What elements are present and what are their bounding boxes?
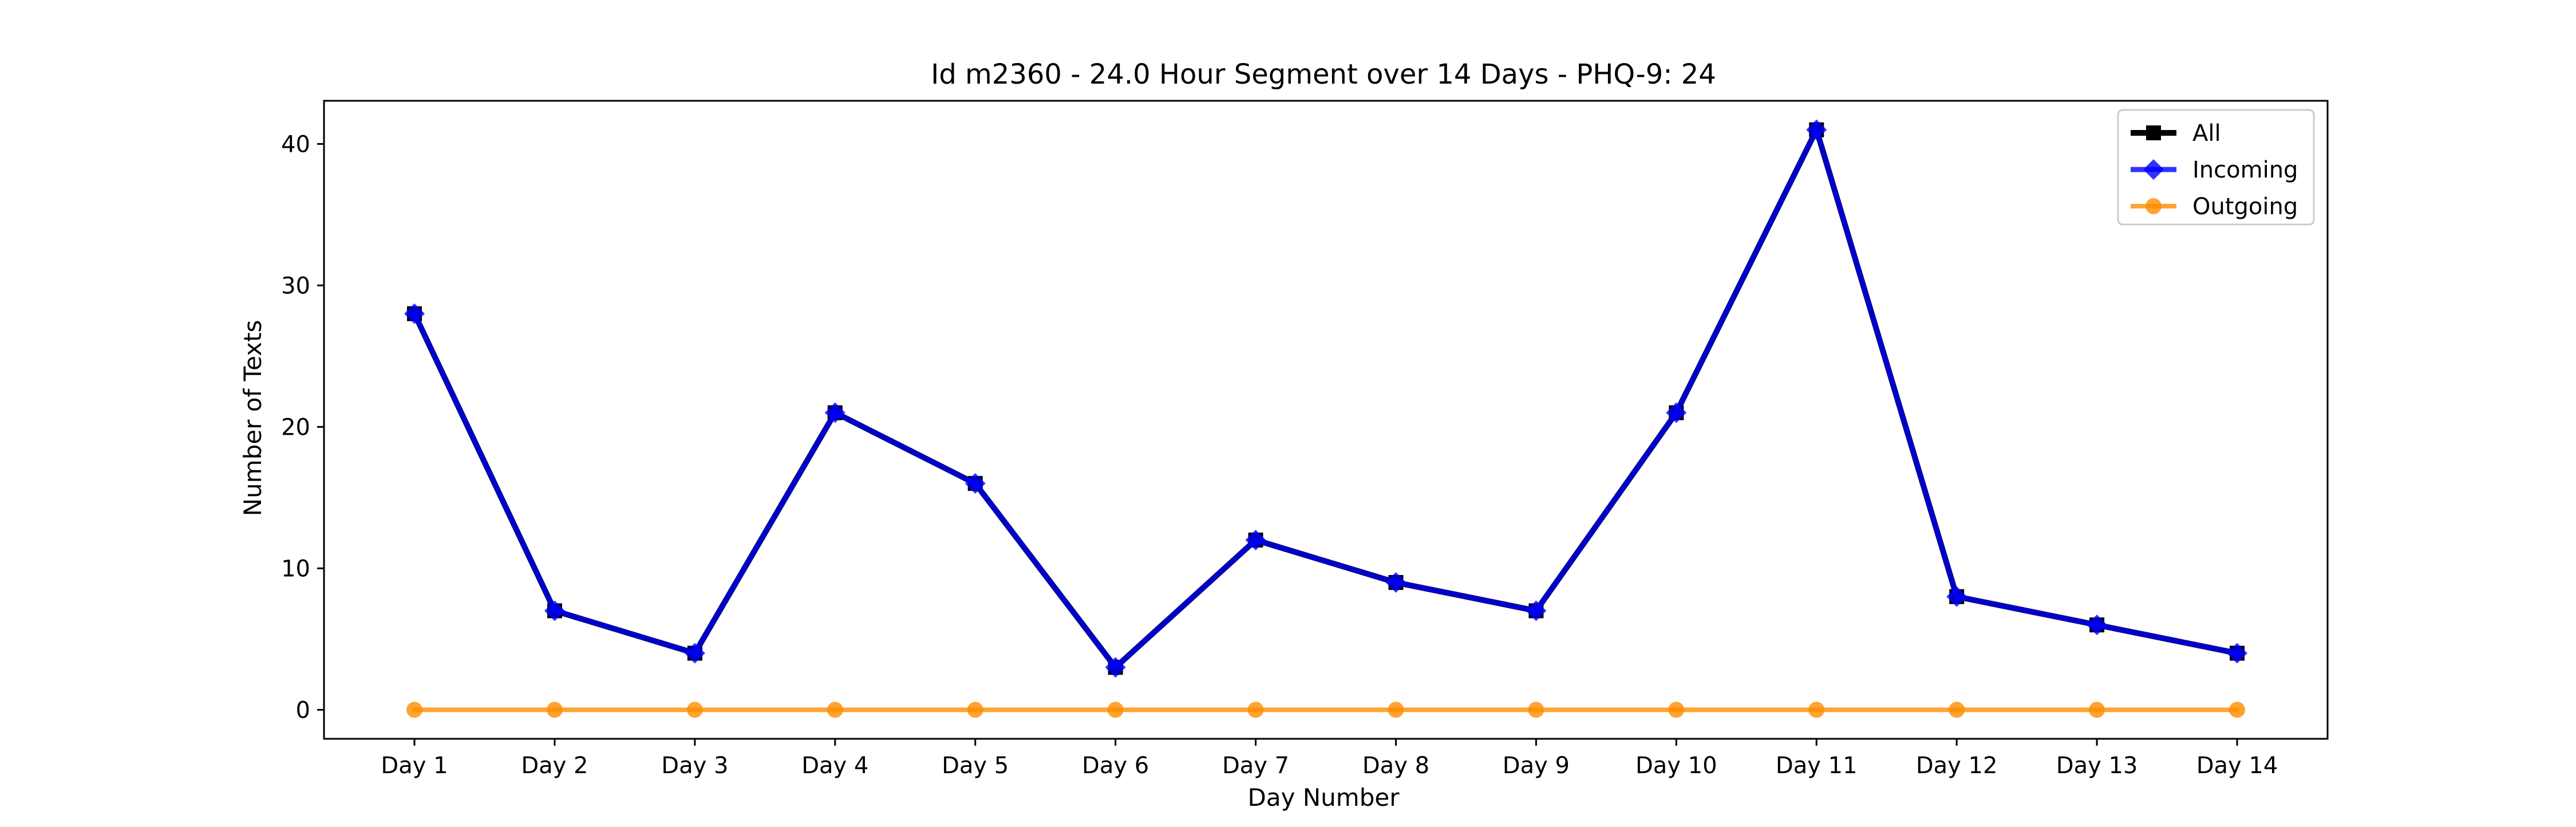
y-tick-label: 10 <box>281 556 310 582</box>
x-tick-label: Day 3 <box>661 753 728 779</box>
data-point-outgoing <box>686 702 703 718</box>
data-point-incoming <box>1385 572 1406 593</box>
y-tick-label: 30 <box>281 273 310 299</box>
data-point-incoming <box>1105 657 1126 678</box>
x-tick-label: Day 5 <box>942 753 1009 779</box>
data-point-outgoing <box>1808 702 1825 718</box>
legend-label-incoming: Incoming <box>2192 157 2298 183</box>
data-point-outgoing <box>2229 702 2245 718</box>
plot-area <box>323 100 2329 740</box>
data-point-incoming <box>1526 600 1547 621</box>
x-tick-label: Day 9 <box>1503 753 1570 779</box>
y-tick-label: 0 <box>296 697 310 723</box>
data-point-outgoing <box>406 702 422 718</box>
legend-marker-outgoing <box>2146 198 2162 214</box>
chart-title: Id m2360 - 24.0 Hour Segment over 14 Day… <box>931 58 1716 90</box>
x-axis-label: Day Number <box>1247 783 1400 812</box>
legend-label-outgoing: Outgoing <box>2192 194 2298 220</box>
series-incoming <box>404 119 2247 678</box>
legend-marker-all <box>2146 125 2161 140</box>
legend-marker-incoming <box>2143 159 2164 180</box>
data-point-outgoing <box>1247 702 1264 718</box>
data-point-incoming <box>824 402 846 423</box>
legend: All Incoming Outgoing <box>2117 109 2315 226</box>
data-point-incoming <box>1666 402 1687 423</box>
data-point-incoming <box>2087 615 2108 636</box>
series-layer <box>404 119 2247 718</box>
x-tick-label: Day 10 <box>1635 753 1717 779</box>
y-tick-label: 20 <box>281 414 310 440</box>
data-point-outgoing <box>1528 702 1544 718</box>
data-point-incoming <box>1245 529 1266 550</box>
x-tick-label: Day 14 <box>2196 753 2278 779</box>
series-outgoing <box>406 702 2245 718</box>
data-point-incoming <box>684 643 705 664</box>
legend-box <box>2117 109 2315 226</box>
legend-entry-all: All <box>2131 120 2221 147</box>
x-tick-label: Day 12 <box>1916 753 1998 779</box>
data-point-outgoing <box>1388 702 1404 718</box>
y-axis-label: Number of Texts <box>239 320 267 517</box>
x-tick-label: Day 13 <box>2056 753 2138 779</box>
legend-label-all: All <box>2192 120 2221 147</box>
data-point-outgoing <box>546 702 563 718</box>
data-point-incoming <box>404 303 425 324</box>
data-point-outgoing <box>1107 702 1124 718</box>
x-tick-label: Day 2 <box>521 753 588 779</box>
data-point-incoming <box>544 600 565 621</box>
data-point-outgoing <box>967 702 983 718</box>
legend-entry-outgoing: Outgoing <box>2131 194 2298 220</box>
legend-entry-incoming: Incoming <box>2131 157 2298 183</box>
x-tick-label: Day 4 <box>801 753 868 779</box>
data-point-incoming <box>965 473 986 494</box>
x-tick-label: Day 11 <box>1776 753 1858 779</box>
x-tick-label: Day 7 <box>1222 753 1289 779</box>
data-point-outgoing <box>2089 702 2105 718</box>
x-tick-label: Day 6 <box>1082 753 1149 779</box>
axes: Day 1 Day 2 Day 3 Day 4 Day 5 Day 6 Day 7 Day 8… <box>281 131 2278 779</box>
data-point-incoming <box>2227 643 2247 664</box>
x-tick-label: Day 8 <box>1362 753 1429 779</box>
plot-frame <box>323 100 2329 740</box>
data-point-incoming <box>1806 119 1827 140</box>
y-tick-label: 40 <box>281 131 310 157</box>
data-point-outgoing <box>1668 702 1685 718</box>
data-point-incoming <box>1946 586 1967 607</box>
data-point-outgoing <box>827 702 843 718</box>
series-line-incoming <box>412 127 2240 670</box>
data-point-outgoing <box>1949 702 1965 718</box>
x-tick-label: Day 1 <box>381 753 448 779</box>
